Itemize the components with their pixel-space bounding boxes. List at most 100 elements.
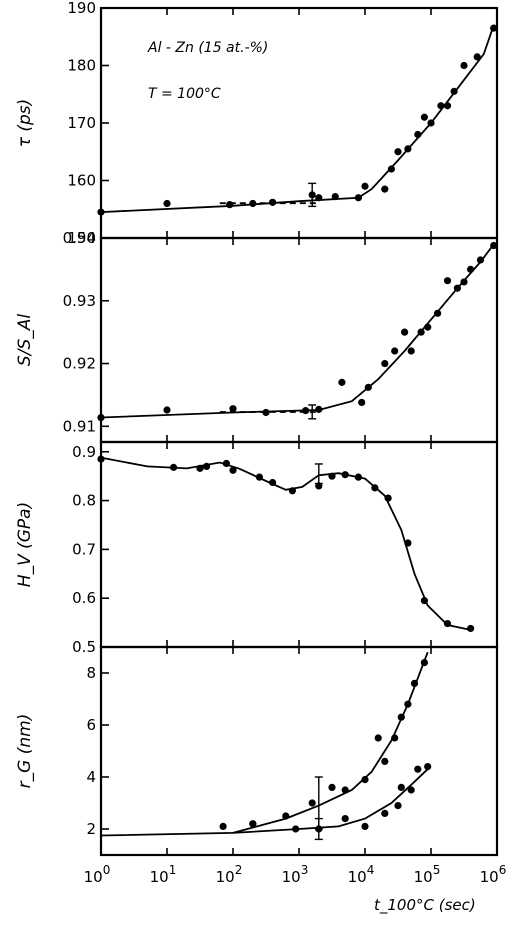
data-point [371,484,379,492]
data-point [288,487,296,495]
data-point [427,119,435,127]
data-point [341,815,349,823]
data-point [222,459,230,468]
y-axis-label: r_G (nm) [15,714,35,789]
x-tick-label: 100 [84,863,111,886]
annotation-temperature: T = 100°C [148,86,221,102]
data-point [249,199,257,208]
data-point [282,812,290,820]
data-point [354,194,362,202]
data-point [420,597,428,605]
data-point [467,265,475,273]
data-point [424,763,432,771]
x-tick-label: 102 [216,863,243,886]
data-point [229,405,237,413]
y-tick-label: 0.91 [63,417,96,435]
data-point [437,102,445,110]
data-point [443,277,452,285]
y-tick-label: 0.94 [63,229,96,247]
data-point [394,148,402,156]
data-point [381,809,389,818]
data-point [163,406,171,414]
data-point [407,786,415,794]
data-point [203,462,211,471]
data-point [328,472,336,480]
x-tick-label: 103 [282,863,309,886]
y-tick-label: 8 [86,664,96,682]
data-point [404,539,412,547]
data-point [397,783,405,792]
data-point [490,24,498,32]
y-tick-label: 0.92 [63,355,96,373]
x-tick-label: 104 [348,863,375,886]
y-tick-label: 6 [86,716,96,734]
y-tick-label: 0.9 [72,443,96,461]
data-point [97,208,105,216]
data-point [358,398,366,407]
y-tick-label: 0.8 [72,492,96,510]
data-point [473,53,481,61]
data-point [417,328,425,336]
text-layer: Al - Zn (15 at.-%) T = 100°C [147,40,268,102]
y-tick-label: 170 [67,114,96,132]
y-tick-label: 180 [67,57,96,75]
y-tick-label: 0.6 [72,589,96,607]
panel-s-parameter: 0.91 0.92 0.93 0.94 S/S_Al [15,229,499,444]
data-point [302,407,310,415]
data-point [341,471,349,479]
data-point [397,713,405,721]
data-point [404,145,412,153]
data-point [219,822,227,831]
data-point [163,199,171,208]
data-point [354,473,362,481]
annotation-alloy: Al - Zn (15 at.-%) [147,40,268,56]
y-tick-label: 190 [67,0,96,17]
data-point [255,473,263,481]
y-tick-label: 0.7 [72,540,96,558]
data-point [460,278,468,286]
data-point [381,185,389,193]
y-axis-label: H_V (GPa) [15,502,35,587]
data-point [443,619,452,628]
data-point [453,284,461,292]
data-point [443,102,452,110]
data-point [361,822,369,831]
data-point [391,347,399,355]
data-point [341,786,349,794]
data-point [331,193,339,201]
fit-curve [100,25,495,213]
data-point [315,405,323,413]
data-point [410,679,419,688]
data-point [292,825,300,833]
y-tick-label: 0.5 [72,638,96,656]
data-point [434,309,442,317]
data-point [476,256,485,264]
panel-lifetime: 150 160 170 180 190 τ (ps) [15,0,499,247]
data-point [414,765,422,773]
data-point [262,408,270,417]
data-point [424,323,432,331]
panel-hardness: 0.5 0.6 0.7 0.8 0.9 H_V (GPa) [15,440,499,656]
panel-guinier-radius: 2 4 6 8 r_G (nm) [15,645,499,857]
data-point [338,378,346,386]
data-point [391,734,399,742]
data-point [269,478,277,487]
data-point [308,799,316,807]
data-point [387,165,395,173]
data-point [384,494,392,502]
y-tick-label: 2 [86,820,96,838]
data-point [97,413,105,422]
data-point [226,201,234,209]
data-point [401,328,409,336]
data-point [420,659,428,667]
data-point [97,455,105,463]
x-axis-label: t_100°C (sec) [374,896,476,915]
x-tick-label: 106 [480,863,507,886]
data-point [394,802,402,810]
data-point [328,783,336,792]
data-point [404,700,412,708]
y-tick-label: 160 [67,172,96,190]
data-point [170,463,178,471]
